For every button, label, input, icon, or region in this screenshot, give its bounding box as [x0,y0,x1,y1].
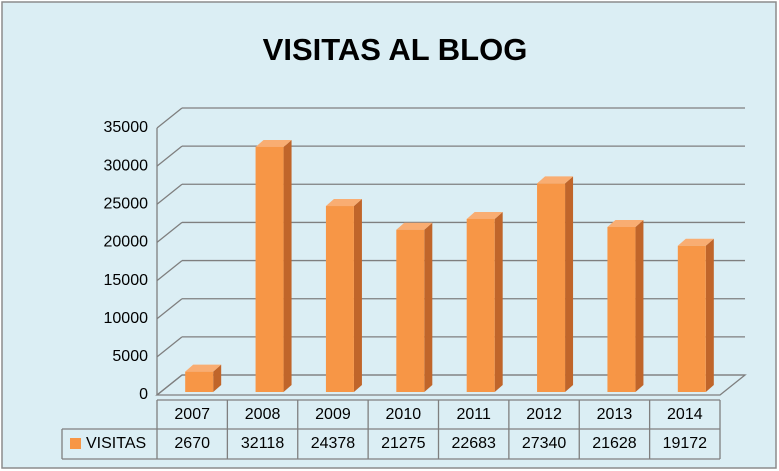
x-tick-label: 2008 [245,406,281,423]
x-tick-label: 2007 [174,406,210,423]
bar-side [424,222,433,392]
x-tick-label: 2012 [526,406,562,423]
grid-line-side [156,107,183,129]
table-value: 24378 [311,435,356,452]
bar-top [185,364,222,372]
bar-top [396,222,433,230]
table-value: 21628 [592,435,637,452]
bar-side [705,238,714,392]
table-value: 19172 [663,435,708,452]
grid-line-side [156,260,183,282]
bar-top [325,199,362,207]
bar-side [353,199,362,392]
bar [255,146,284,392]
table-value: 22683 [451,435,496,452]
x-tick-label: 2011 [456,406,491,423]
bar-top [466,211,503,219]
grid-line-side [156,183,183,205]
grid-line-side [156,145,183,167]
x-tick-label: 2014 [667,406,703,423]
bar-top [607,220,644,228]
bar-top [255,139,292,147]
bar-side [494,211,503,392]
bar [325,206,354,392]
y-tick-label: 15000 [104,272,149,289]
y-tick-label: 5000 [112,348,148,365]
floor [155,374,747,396]
y-tick-label: 0 [139,386,148,403]
chart-title: VISITAS AL BLOG [263,32,528,67]
y-tick-label: 35000 [104,119,149,136]
y-tick-label: 30000 [104,157,149,174]
table-value: 27340 [522,435,567,452]
x-tick-label: 2013 [597,406,633,423]
bar [677,245,706,392]
y-tick-label: 25000 [104,196,149,213]
y-tick-label: 20000 [104,234,149,251]
bar-top [537,176,574,184]
x-tick-label: 2009 [315,406,351,423]
bar [185,371,214,392]
grid-line-side [156,336,183,358]
y-tick-label: 10000 [104,310,149,327]
bar-top [677,238,714,246]
bar-side [283,139,292,392]
x-tick-label: 2010 [386,406,422,423]
bar [466,218,495,392]
bar [396,229,425,392]
grid-line-side [156,221,183,243]
table-value: 2670 [174,435,210,452]
table-value: 32118 [241,435,284,452]
table-value: 21275 [381,435,426,452]
bar-side [635,220,644,392]
bar-side [565,176,574,392]
grid-line-side [156,298,183,320]
bar-side [213,364,222,392]
bar [537,183,566,392]
bar [607,227,636,392]
legend-label: VISITAS [86,435,146,452]
legend-swatch [70,438,81,449]
